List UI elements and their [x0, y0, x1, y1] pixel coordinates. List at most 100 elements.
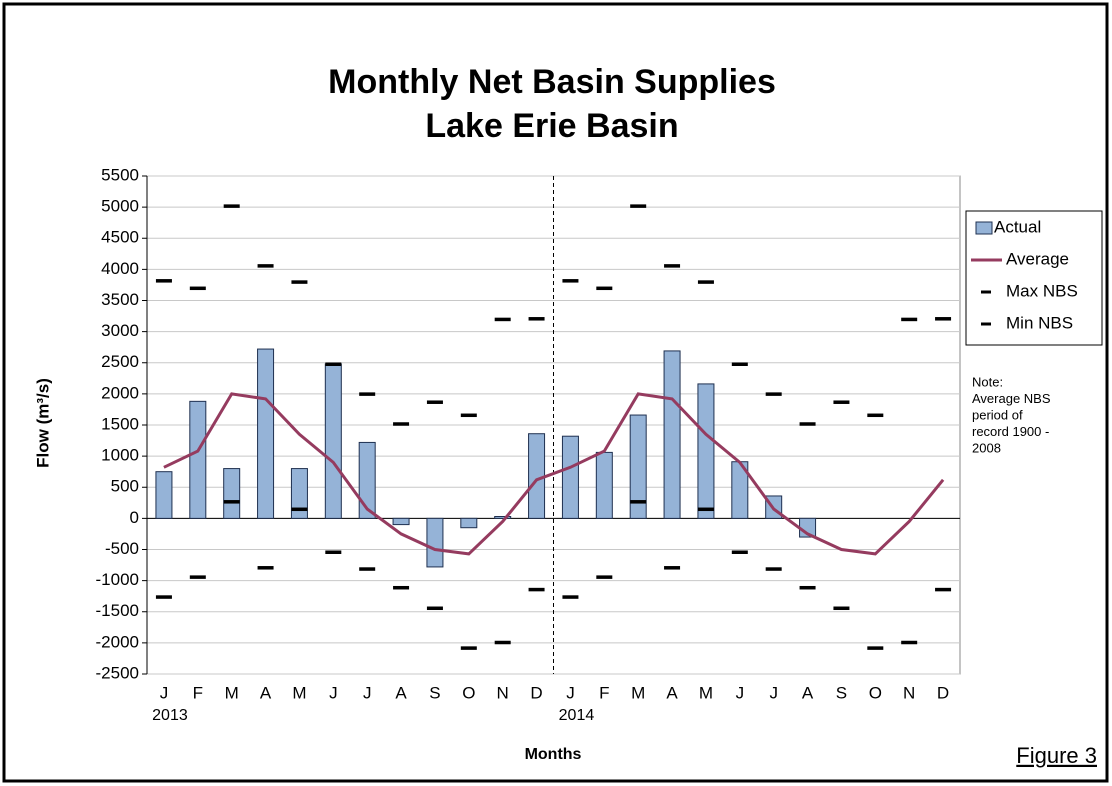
nbs-marker — [935, 587, 952, 592]
nbs-marker — [359, 392, 376, 396]
note-line: period of — [972, 407, 1023, 422]
bar — [595, 451, 613, 519]
x-tick-label: F — [599, 683, 609, 702]
nbs-marker — [935, 317, 952, 321]
legend-label: Min NBS — [1006, 313, 1073, 332]
y-tick-label: -1500 — [96, 601, 139, 620]
nbs-marker — [155, 279, 172, 283]
average-line — [163, 392, 945, 556]
nbs-marker — [494, 640, 511, 645]
bar — [324, 363, 342, 519]
x-tick-label: J — [160, 683, 169, 702]
nbs-marker — [223, 500, 240, 504]
y-axis-label: Flow (m³/s) — [33, 378, 52, 468]
nbs-marker — [833, 400, 850, 404]
x-axis-label: Months — [525, 746, 582, 763]
bar — [358, 441, 376, 519]
y-tick-label: 5500 — [101, 165, 139, 184]
x-tick-label: M — [631, 683, 645, 702]
nbs-marker — [528, 317, 545, 321]
y-tick-label: 3000 — [101, 321, 139, 340]
bar — [392, 517, 410, 526]
legend-label: Actual — [994, 217, 1041, 236]
nbs-marker — [664, 264, 681, 268]
x-tick-label: A — [802, 683, 814, 702]
note-line: 2008 — [972, 440, 1001, 455]
nbs-marker — [901, 640, 918, 645]
y-tick-label: -2500 — [96, 663, 139, 682]
nbs-marker — [359, 567, 376, 571]
nbs-marker — [325, 550, 342, 554]
nbs-marker — [596, 286, 613, 291]
bar — [426, 517, 444, 568]
nbs-marker — [765, 567, 782, 571]
nbs-marker — [325, 362, 342, 366]
legend-swatch — [981, 290, 991, 294]
year-label: 2014 — [559, 707, 595, 724]
legend-swatch — [975, 221, 993, 235]
x-tick-label: D — [530, 683, 542, 702]
bar — [561, 435, 579, 519]
nbs-marker — [189, 286, 206, 291]
nbs-marker — [291, 280, 308, 284]
nbs-marker — [867, 413, 884, 418]
y-tick-label: 3500 — [101, 290, 139, 309]
bar — [189, 400, 207, 519]
nbs-marker — [799, 422, 816, 426]
y-tick-label: 4000 — [101, 259, 139, 278]
legend-label: Average — [1006, 249, 1069, 268]
y-tick-label: 500 — [111, 477, 139, 496]
nbs-marker — [189, 575, 206, 579]
bar — [460, 517, 478, 529]
note-line: record 1900 - — [972, 424, 1049, 439]
nbs-marker — [697, 280, 714, 284]
nbs-marker — [257, 566, 274, 570]
nbs-marker — [697, 507, 714, 512]
bar — [223, 468, 241, 519]
y-tick-label: 2000 — [101, 383, 139, 402]
x-tick-label: J — [363, 683, 372, 702]
bar — [494, 516, 512, 519]
x-tick-label: S — [836, 683, 847, 702]
nbs-marker — [393, 585, 410, 590]
x-tick-label: J — [566, 683, 575, 702]
nbs-marker — [562, 279, 579, 283]
x-tick-label: N — [903, 683, 915, 702]
x-tick-label: N — [497, 683, 509, 702]
x-tick-label: M — [225, 683, 239, 702]
bar — [663, 350, 681, 519]
x-tick-label: O — [869, 683, 882, 702]
y-tick-label: 0 — [130, 508, 139, 527]
y-tick-label: 1000 — [101, 446, 139, 465]
nbs-marker — [528, 587, 545, 592]
x-tick-label: O — [462, 683, 475, 702]
bar — [629, 414, 647, 519]
y-tick-label: 4500 — [101, 228, 139, 247]
legend-swatch — [981, 322, 991, 326]
bar — [155, 471, 173, 519]
bar — [697, 383, 715, 519]
x-tick-label: A — [395, 683, 407, 702]
x-tick-label: M — [292, 683, 306, 702]
nbs-marker — [630, 204, 647, 208]
nbs-marker — [155, 595, 172, 599]
nbs-marker — [833, 606, 850, 611]
nbs-marker — [664, 566, 681, 570]
legend-label: Max NBS — [1006, 281, 1078, 300]
chart-subtitle: Lake Erie Basin — [425, 107, 678, 145]
x-tick-label: A — [260, 683, 272, 702]
y-tick-label: 1500 — [101, 414, 139, 433]
note-line: Average NBS — [972, 391, 1051, 406]
x-tick-label: S — [429, 683, 440, 702]
x-tick-label: D — [937, 683, 949, 702]
y-tick-label: 2500 — [101, 352, 139, 371]
nbs-marker — [494, 317, 511, 322]
y-tick-label: 5000 — [101, 197, 139, 216]
bar — [290, 468, 308, 519]
x-tick-label: A — [666, 683, 678, 702]
nbs-marker — [562, 595, 579, 599]
x-tick-label: F — [193, 683, 203, 702]
nbs-marker — [765, 392, 782, 396]
nbs-marker — [596, 575, 613, 579]
